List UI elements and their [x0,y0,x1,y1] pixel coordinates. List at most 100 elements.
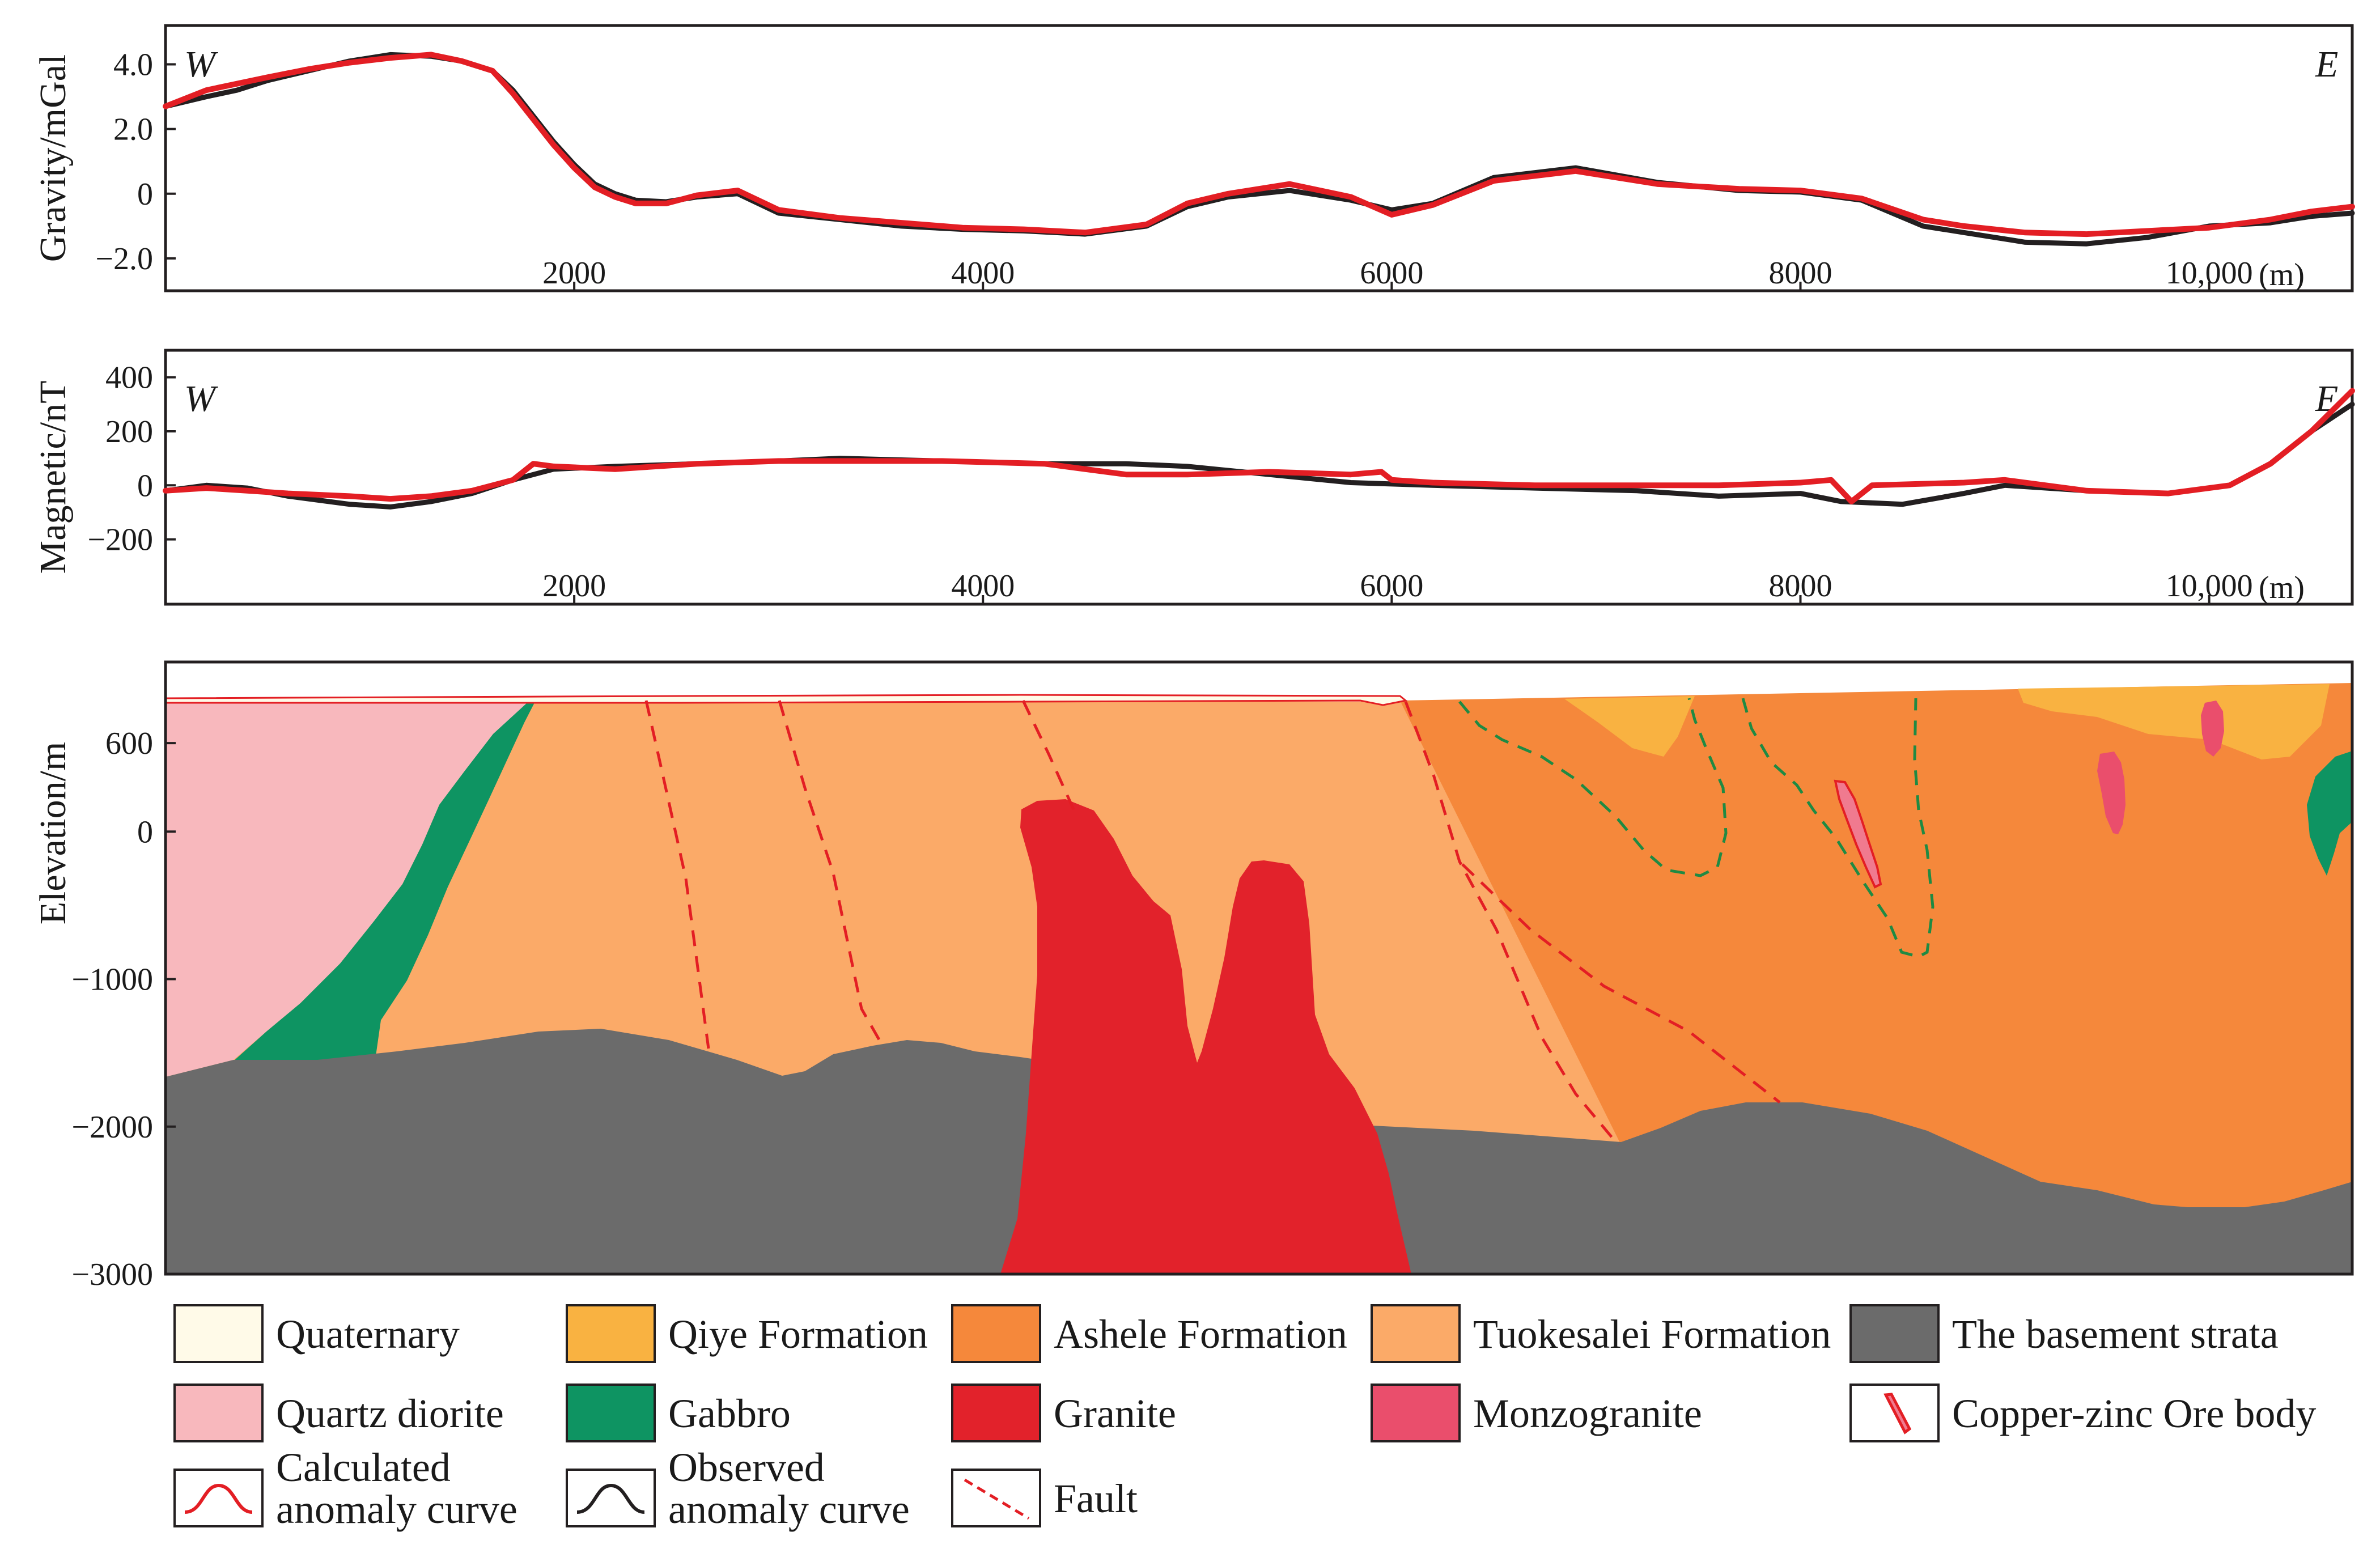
legend-label-gabbro: Gabbro [668,1391,791,1436]
fault-4 [1404,701,1619,1146]
legend-label-ashele: Ashele Formation [1054,1312,1347,1357]
magnetic-x-tick-label: 10,000 [2166,568,2253,604]
gravity-x-tick-label: 2000 [542,256,606,291]
legend-swatch-quartz-diorite [173,1384,264,1442]
magnetic-y-tick-label: 0 [137,468,153,503]
gravity-x-tick-label: 4000 [951,256,1015,291]
gravity-calculated-curve [163,52,2355,237]
gravity-x-unit: (m) [2259,257,2305,292]
fault-1 [644,700,710,1049]
legend-label-basement: The basement strata [1952,1312,2279,1357]
legend-label-qiye: Qiye Formation [668,1312,928,1357]
legend-item-quaternary: Quaternary [173,1304,460,1363]
legend-swatch-monzogranite [1371,1384,1461,1442]
legend-label-calculated: Calculated anomaly curve [276,1445,517,1532]
fault-3 [1021,699,1076,812]
observed-curve-icon [576,1483,645,1514]
quaternary-cover [166,694,1408,706]
gravity-panel: Gravity/mGal W E 4.0 2.0 0 −2.0 2000 4000 600… [32,24,2355,292]
gravity-x-tick-label: 6000 [1360,256,1423,291]
fault-lines [644,699,1781,1146]
legend-swatch-granite [951,1384,1041,1442]
legend-item-granite: Granite [951,1384,1176,1442]
legend-label-ore-body: Copper-zinc Ore body [1952,1391,2316,1436]
monzogranite-body-1 [2097,752,2126,834]
fault-2 [778,700,886,1050]
section-y-tick-label: −1000 [71,962,153,998]
geologic-section-panel: Elevation/m [32,660,2354,1292]
ore-body-icon [1883,1393,1912,1435]
lithologic-contact-east [1741,698,1934,958]
magnetic-west-label: W [184,378,218,419]
legend-item-ashele: Ashele Formation [951,1304,1347,1363]
gravity-y-tick-label: −2.0 [95,241,153,277]
gravity-y-tick-label: 0 [137,177,153,212]
section-y-tick-label: −3000 [71,1257,153,1292]
gabbro-west-body [234,701,536,1061]
gravity-observed-curve [163,52,2355,247]
gravity-y-axis-title: Gravity/mGal [32,54,74,262]
legend-label-monzogranite: Monzogranite [1473,1391,1702,1436]
magnetic-y-tick-label: −200 [87,523,153,558]
magnetic-calculated-curve [163,388,2355,504]
legend-label-quartz-diorite: Quartz diorite [276,1391,504,1436]
legend-item-ore-body: Copper-zinc Ore body [1849,1384,2316,1442]
magnetic-x-tick-label: 4000 [951,568,1015,604]
legend-item-quartz-diorite: Quartz diorite [173,1384,504,1442]
legend-item-basement: The basement strata [1849,1304,2279,1363]
qiye-formation-east-patch [2018,684,2330,759]
magnetic-x-tick-label: 8000 [1768,568,1832,604]
copper-zinc-ore-body [1834,779,1882,889]
legend-item-fault: Fault [951,1469,1138,1527]
gravity-west-label: W [184,44,218,85]
legend-swatch-ashele [951,1304,1041,1363]
fault-5 [1461,863,1781,1104]
qiye-formation-west-patch [1564,696,1695,757]
gabbro-east-body [2307,751,2352,876]
gravity-x-tick-label: 10,000 [2166,256,2253,291]
legend-item-monzogranite: Monzogranite [1371,1384,1702,1442]
magnetic-plot-frame [164,349,2354,606]
legend-item-tuokesalei: Tuokesalei Formation [1371,1304,1831,1363]
legend-item-gabbro: Gabbro [566,1384,791,1442]
magnetic-x-unit: (m) [2259,570,2305,605]
section-y-tick-label: 0 [137,814,153,850]
magnetic-y-axis-title: Magnetic/nT [32,381,74,574]
legend-label-fault: Fault [1054,1476,1138,1521]
magnetic-x-tick-label: 2000 [542,568,606,604]
legend-swatch-tuokesalei [1371,1304,1461,1363]
quartz-diorite-body [166,701,536,1077]
legend-swatch-gabbro [566,1384,656,1442]
section-plot-frame [164,660,2354,1276]
gravity-y-tick-label: 4.0 [113,47,153,82]
legend-swatch-qiye [566,1304,656,1363]
section-y-axis-title: Elevation/m [32,742,74,925]
gravity-y-tick-label: 2.0 [113,112,153,147]
legend-swatch-basement [1849,1304,1940,1363]
section-y-tick-label: 600 [105,726,153,761]
legend-label-granite: Granite [1054,1391,1176,1436]
legend-item-observed: Observed anomaly curve [566,1445,910,1532]
legend-label-quaternary: Quaternary [276,1312,460,1357]
section-y-tick-label: −2000 [71,1110,153,1145]
gravity-plot-frame [164,24,2354,292]
monzogranite-body-2 [2201,701,2224,757]
legend: Quaternary Qiye Formation Ashele Formation… [173,1304,2316,1532]
legend-label-observed: Observed anomaly curve [668,1445,910,1532]
magnetic-x-tick-label: 6000 [1360,568,1423,604]
legend-swatch-quaternary [173,1304,264,1363]
calculated-curve-icon [184,1483,253,1514]
gravity-east-label: E [2315,44,2338,85]
legend-box-calculated [173,1469,264,1527]
gravity-x-tick-label: 8000 [1768,256,1832,291]
magnetic-observed-curve [163,401,2355,510]
granite-body [1000,799,1411,1274]
fault-icon [964,1478,1030,1520]
legend-item-calculated: Calculated anomaly curve [173,1445,517,1532]
legend-box-observed [566,1469,656,1527]
legend-item-qiye: Qiye Formation [566,1304,928,1363]
legend-label-tuokesalei: Tuokesalei Formation [1473,1312,1831,1357]
magnetic-y-tick-label: 400 [105,360,153,396]
